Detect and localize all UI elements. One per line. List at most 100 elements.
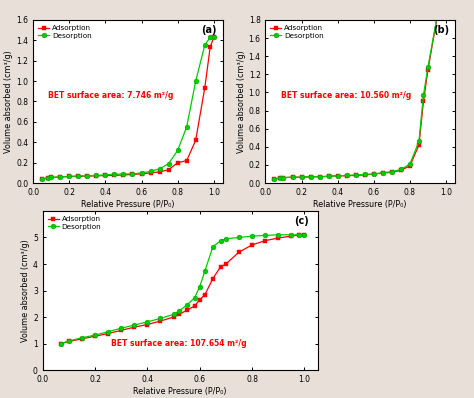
Desorption [353,173,358,178]
Desorption [207,35,213,40]
Adsorption [75,174,81,179]
Adsorption [171,315,176,320]
Adsorption [66,339,72,344]
Line: Adsorption: Adsorption [273,14,448,181]
Desorption [407,162,413,166]
Adsorption [425,67,431,72]
Adsorption [439,14,445,19]
Adsorption [389,170,395,175]
Desorption [210,244,216,249]
Adsorption [353,173,358,178]
Desorption [277,176,283,180]
Desorption [130,172,136,176]
X-axis label: Relative Pressure (P/P₀): Relative Pressure (P/P₀) [313,200,407,209]
Desorption [131,323,137,328]
Adsorption [380,171,386,176]
Desorption [193,79,199,84]
Adsorption [317,174,322,179]
X-axis label: Relative Pressure (P/P₀): Relative Pressure (P/P₀) [81,200,175,209]
Desorption [92,333,98,338]
Adsorption [335,174,340,178]
Adsorption [207,45,213,50]
Adsorption [398,168,404,173]
Adsorption [344,174,349,178]
Desorption [66,174,72,179]
Desorption [75,174,81,178]
Desorption [299,175,304,179]
Desorption [275,232,281,237]
Adsorption [210,276,216,281]
Desorption [335,174,340,178]
Adsorption [166,168,172,172]
Adsorption [420,99,426,104]
Adsorption [157,170,163,174]
Adsorption [289,234,294,238]
Text: BET surface area: 7.746 m²/g: BET surface area: 7.746 m²/g [48,91,174,100]
Desorption [158,316,164,321]
Adsorption [184,158,190,163]
Desorption [148,169,154,174]
Adsorption [434,16,440,20]
Adsorption [236,250,242,254]
Desorption [57,175,63,179]
Adsorption [175,160,181,165]
Adsorption [308,174,313,179]
Desorption [249,234,255,238]
Desorption [236,235,242,240]
Adsorption [176,312,182,317]
Desorption [171,312,176,317]
Desorption [443,14,449,19]
Desorption [175,148,181,153]
Adsorption [281,175,286,180]
Adsorption [118,328,124,333]
Desorption [296,232,302,237]
Desorption [308,174,313,179]
Line: Desorption: Desorption [59,232,307,346]
Desorption [317,174,322,179]
Y-axis label: Volume absorbed (cm³/g): Volume absorbed (cm³/g) [4,50,13,153]
Adsorption [58,341,64,346]
Desorption [39,177,45,181]
Adsorption [290,175,295,179]
Desorption [66,339,72,343]
Desorption [176,309,182,314]
Desorption [223,236,229,241]
Desorption [416,139,422,144]
Desorption [45,176,50,180]
Adsorption [272,177,277,181]
Desorption [420,93,426,98]
Desorption [145,320,150,324]
X-axis label: Relative Pressure (P/P₀): Relative Pressure (P/P₀) [133,387,227,396]
Adsorption [130,172,136,177]
Adsorption [79,336,85,341]
Desorption [371,172,377,176]
Adsorption [148,170,154,175]
Adsorption [263,238,268,243]
Adsorption [120,173,126,178]
Adsorption [48,175,54,180]
Adsorption [158,319,164,324]
Desorption [263,233,268,238]
Desorption [326,174,331,179]
Adsorption [105,331,111,336]
Desorption [290,175,295,179]
Adsorption [299,175,304,179]
Adsorption [416,142,422,147]
Text: (a): (a) [201,25,217,35]
Text: (b): (b) [433,25,449,35]
Adsorption [202,292,208,297]
Desorption [191,296,197,300]
Desorption [434,15,440,20]
Adsorption [191,304,197,308]
Desorption [218,238,224,243]
Desorption [202,268,208,273]
Adsorption [275,236,281,240]
Desorption [380,170,386,175]
Legend: Adsorption, Desorption: Adsorption, Desorption [269,23,325,40]
Text: BET surface area: 10.560 m²/g: BET surface area: 10.560 m²/g [281,91,411,100]
Desorption [84,174,90,178]
Desorption [157,166,163,171]
Desorption [211,35,217,40]
Desorption [184,303,190,308]
Text: (c): (c) [294,216,310,226]
